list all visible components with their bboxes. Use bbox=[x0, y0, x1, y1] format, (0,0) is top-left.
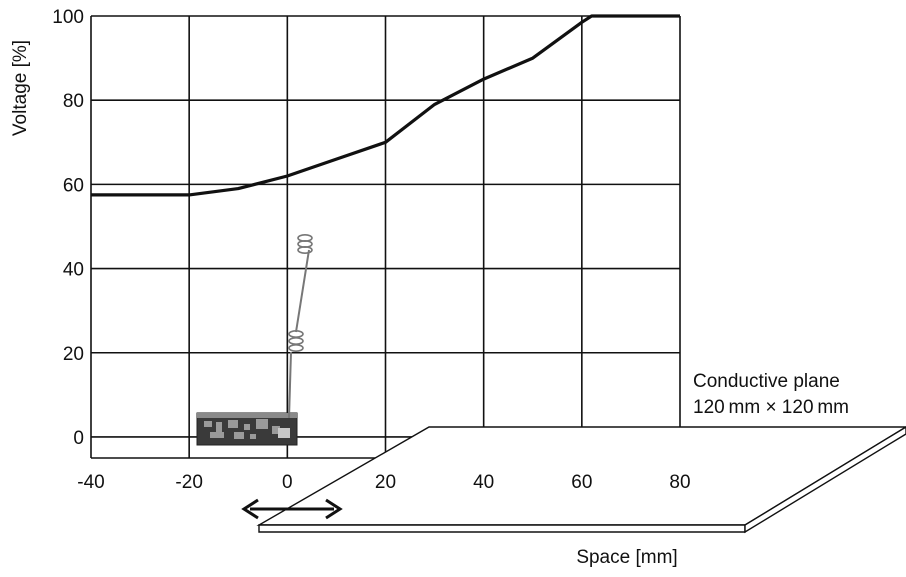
x-tick-label: 80 bbox=[669, 472, 690, 493]
pcb-component bbox=[272, 426, 280, 434]
pcb-component bbox=[210, 432, 224, 438]
y-tick-label: 60 bbox=[63, 175, 84, 196]
movement-arrow-right-head bbox=[325, 498, 343, 520]
pcb-component bbox=[204, 421, 212, 427]
plane-side-edge bbox=[744, 426, 906, 534]
x-tick-label: -20 bbox=[175, 472, 202, 493]
plane-front-edge bbox=[258, 524, 746, 533]
y-axis-label: Voltage [%] bbox=[10, 40, 31, 136]
series-lines bbox=[91, 14, 680, 197]
y-tick-label: 20 bbox=[63, 344, 84, 365]
y-tick-label: 80 bbox=[63, 91, 84, 112]
pcb-component bbox=[256, 419, 268, 429]
x-axis-label: Space [mm] bbox=[576, 547, 677, 568]
pcb-top-edge bbox=[197, 413, 297, 418]
plane-annotation-line2: 120 mm × 120 mm bbox=[693, 397, 849, 418]
pcb-component bbox=[216, 422, 222, 432]
plane-annotation-line1: Conductive plane bbox=[693, 371, 840, 392]
movement-arrow-left-head bbox=[241, 498, 259, 520]
labels: Voltage [%] Space [mm] Conductive plane … bbox=[10, 40, 849, 568]
antenna-coil-lower bbox=[288, 336, 304, 345]
conductive-plane-illustration bbox=[241, 426, 906, 534]
x-tick-label: 0 bbox=[282, 472, 293, 493]
pcb-component bbox=[228, 420, 238, 428]
y-tick-label: 100 bbox=[52, 7, 84, 28]
pcb-connector bbox=[278, 428, 290, 438]
x-tick-label: -40 bbox=[77, 472, 104, 493]
y-tick-label: 40 bbox=[63, 260, 84, 281]
grid bbox=[90, 15, 681, 459]
x-tick-label: 20 bbox=[375, 472, 396, 493]
pcb-component bbox=[234, 432, 244, 439]
x-tick-label: 60 bbox=[571, 472, 592, 493]
antenna-coil-lower bbox=[288, 343, 304, 352]
pcb-antenna-illustration bbox=[196, 234, 313, 446]
pcb-component bbox=[250, 434, 256, 439]
pcb-component bbox=[244, 424, 250, 430]
y-tick-label: 0 bbox=[73, 428, 84, 449]
series-line bbox=[91, 14, 680, 197]
antenna-wire-lower bbox=[288, 351, 292, 419]
x-tick-label: 40 bbox=[473, 472, 494, 493]
tick-labels: -40 -20 0 20 40 60 80 0 20 40 60 80 100 bbox=[52, 7, 690, 493]
antenna-wire-upper bbox=[295, 249, 310, 333]
antenna-coil-upper bbox=[297, 246, 313, 255]
